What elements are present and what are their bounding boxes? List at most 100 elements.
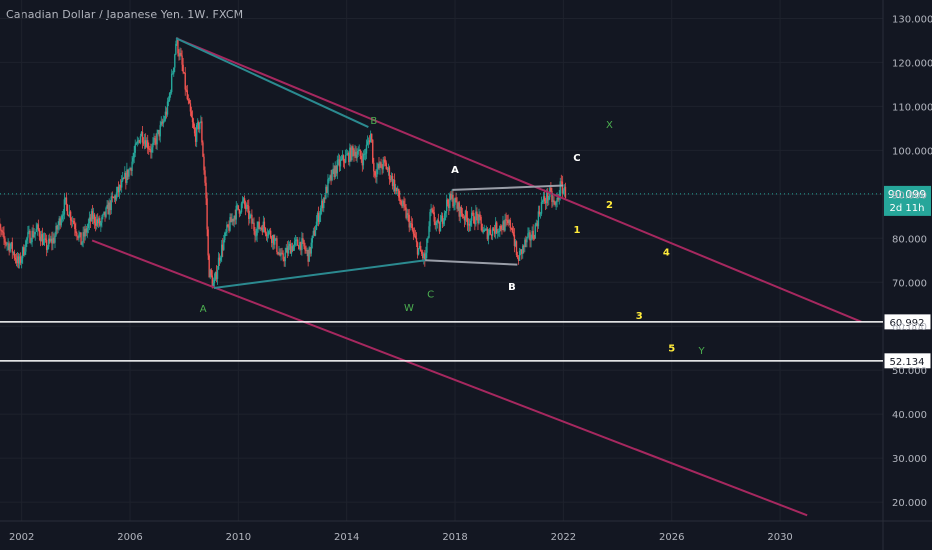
candle-body (14, 257, 17, 260)
candle-body (5, 242, 7, 245)
wave-label-green[interactable]: W (404, 303, 414, 314)
candle-body (295, 239, 298, 241)
wave-label-yellow[interactable]: 3 (636, 311, 643, 322)
candle-body (230, 217, 232, 223)
candle-body (509, 220, 511, 228)
candle-body (193, 127, 196, 134)
trendline-flat[interactable] (425, 259, 518, 266)
candle-body (98, 218, 100, 224)
candle-body (392, 179, 395, 186)
candle-body (547, 192, 549, 201)
price-axis[interactable]: 20.000 30.000 40.000 50.000 60.000 70.000 80.0… (892, 14, 932, 509)
wave-label-green[interactable]: A (200, 304, 207, 315)
candle-body (384, 159, 386, 163)
candle-body (67, 215, 70, 217)
candle-body (184, 73, 186, 90)
candle-body (162, 120, 165, 124)
candle-body (88, 217, 91, 224)
candle-body (526, 237, 528, 243)
level-price-badge (883, 352, 932, 370)
candle-body (294, 239, 297, 242)
wave-label-white[interactable]: A (451, 165, 459, 176)
candle-body (358, 149, 360, 152)
candle-body (119, 184, 122, 188)
candle-body (349, 147, 351, 163)
wave-label-green[interactable]: B (370, 116, 377, 127)
candle-body (329, 175, 331, 179)
candle-body (519, 249, 522, 251)
candle-body (403, 200, 405, 205)
wave-label-white[interactable]: B (508, 282, 516, 293)
candle-body (323, 197, 325, 209)
candle-body (483, 229, 485, 232)
candle-body (497, 231, 499, 233)
wave-label-green[interactable]: X (606, 120, 613, 131)
candle-body (11, 242, 13, 253)
candle-body (66, 204, 69, 216)
candle-body (534, 224, 536, 239)
candle-body (454, 197, 456, 205)
trendline-triangle[interactable] (213, 259, 426, 289)
candle-body (235, 205, 237, 220)
wave-label-yellow[interactable]: 2 (606, 200, 613, 211)
trendline-flat[interactable] (452, 184, 564, 191)
candle-body (258, 221, 260, 229)
candle-body (443, 213, 446, 221)
trendlines-layer (91, 37, 862, 517)
candle-body (276, 238, 278, 253)
candle-body (37, 224, 40, 230)
wave-label-yellow[interactable]: 5 (668, 343, 675, 354)
candle-body (253, 222, 255, 231)
candle-body (161, 121, 164, 124)
candle-body (374, 171, 376, 176)
candle-body (353, 149, 355, 156)
candle-body (102, 214, 104, 218)
candle-body (243, 198, 246, 205)
candle-body (139, 136, 142, 143)
wave-label-yellow[interactable]: 1 (573, 225, 580, 236)
candle-body (195, 125, 198, 142)
candle-body (70, 220, 73, 222)
candle-body (475, 211, 477, 225)
candle-body (203, 156, 205, 171)
candle-body (437, 219, 440, 223)
candle-body (452, 194, 454, 207)
wave-label-green[interactable]: C (427, 290, 434, 301)
trendline-triangle[interactable] (175, 37, 369, 128)
candle-body (394, 187, 397, 192)
candle-body (482, 231, 484, 233)
candle-body (250, 214, 252, 216)
trendline-channel[interactable] (175, 37, 862, 323)
candle-body (291, 246, 294, 251)
candle-body (264, 227, 267, 234)
candle-body (72, 220, 74, 222)
time-axis[interactable]: 2002 2006 2010 2014 2018 2022 2026 2030 (9, 532, 793, 543)
candle-body (219, 257, 222, 261)
chart-title: Canadian Dollar / Japanese Yen, 1W, FXCM (6, 8, 244, 21)
candle-body (242, 198, 245, 202)
candle-body (8, 243, 10, 252)
candle-body (516, 255, 519, 258)
wave-label-white[interactable]: C (573, 153, 580, 164)
candle-body (386, 169, 389, 171)
candle-body (438, 222, 441, 232)
candle-body (485, 228, 487, 230)
candle-body (58, 218, 60, 226)
candle-body (401, 204, 403, 207)
candle-body (140, 131, 143, 137)
candle-body (432, 209, 434, 213)
candle-body (257, 221, 259, 228)
candle-body (297, 239, 299, 246)
candle-body (68, 211, 71, 217)
wave-label-green[interactable]: Y (697, 346, 705, 357)
wave-label-yellow[interactable]: 4 (663, 247, 670, 258)
candle-body (118, 184, 121, 193)
candle-body (529, 232, 531, 241)
candle-body (479, 214, 481, 217)
trendline-channel[interactable] (91, 239, 808, 517)
current-price-badge[interactable] (884, 185, 931, 216)
candle-body (76, 232, 78, 237)
candle-body (388, 167, 391, 180)
candle-body (222, 244, 224, 250)
